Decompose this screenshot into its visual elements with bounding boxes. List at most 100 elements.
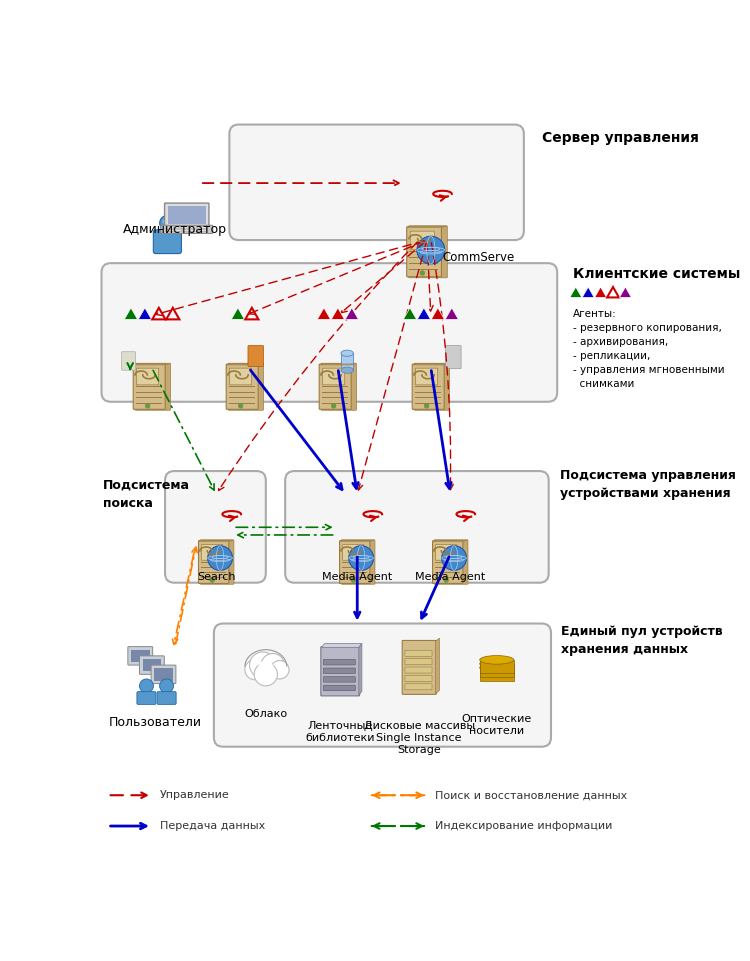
Circle shape [210, 578, 214, 582]
FancyBboxPatch shape [101, 263, 557, 402]
FancyBboxPatch shape [340, 541, 370, 583]
Polygon shape [404, 308, 416, 319]
Text: Search: Search [197, 573, 236, 582]
Circle shape [271, 660, 289, 679]
FancyBboxPatch shape [165, 229, 173, 232]
Circle shape [444, 578, 448, 582]
Polygon shape [570, 287, 582, 297]
FancyBboxPatch shape [405, 676, 432, 681]
FancyBboxPatch shape [406, 227, 442, 277]
FancyBboxPatch shape [341, 540, 375, 584]
Circle shape [250, 652, 276, 678]
Polygon shape [436, 638, 439, 694]
Text: Media Agent: Media Agent [416, 573, 485, 582]
Text: Администратор: Администратор [123, 223, 227, 235]
Polygon shape [446, 308, 458, 319]
FancyBboxPatch shape [131, 650, 149, 662]
FancyBboxPatch shape [182, 227, 190, 229]
FancyBboxPatch shape [414, 363, 449, 410]
Circle shape [258, 660, 274, 676]
Polygon shape [231, 308, 244, 319]
Circle shape [160, 679, 173, 693]
FancyBboxPatch shape [321, 647, 359, 696]
Ellipse shape [480, 659, 514, 668]
Polygon shape [431, 308, 445, 319]
Text: Единый пул устройств
хранения данных: Единый пул устройств хранения данных [561, 625, 723, 656]
Text: Клиентские системы: Клиентские системы [573, 267, 740, 281]
Circle shape [424, 404, 429, 408]
Text: Сервер управления: Сервер управления [542, 132, 698, 145]
Circle shape [238, 404, 243, 408]
Text: Оптические
носители: Оптические носители [461, 714, 532, 736]
Text: Дисковые массивы
Single Instance
Storage: Дисковые массивы Single Instance Storage [364, 722, 475, 754]
FancyBboxPatch shape [323, 685, 356, 691]
FancyBboxPatch shape [323, 668, 356, 674]
FancyBboxPatch shape [228, 363, 263, 410]
Text: Облако: Облако [244, 709, 287, 720]
FancyBboxPatch shape [323, 659, 356, 665]
FancyBboxPatch shape [153, 230, 182, 254]
Polygon shape [332, 308, 344, 319]
Circle shape [420, 271, 424, 275]
FancyBboxPatch shape [174, 229, 182, 232]
Ellipse shape [480, 663, 514, 672]
Text: Агенты:
- резервного копирования,
- архивирования,
- репликации,
- управления мг: Агенты: - резервного копирования, - архи… [573, 309, 724, 389]
FancyBboxPatch shape [320, 364, 351, 409]
Polygon shape [124, 308, 137, 319]
Text: Ленточные
библиотеки: Ленточные библиотеки [305, 722, 375, 743]
FancyBboxPatch shape [142, 659, 161, 672]
Circle shape [332, 404, 336, 408]
Ellipse shape [341, 350, 353, 357]
FancyBboxPatch shape [165, 471, 266, 582]
FancyBboxPatch shape [128, 647, 153, 665]
FancyBboxPatch shape [230, 368, 252, 384]
FancyBboxPatch shape [200, 229, 208, 232]
FancyBboxPatch shape [405, 651, 432, 656]
Text: Подсистема управления
устройствами хранения: Подсистема управления устройствами хране… [560, 469, 736, 501]
Ellipse shape [480, 655, 514, 664]
FancyBboxPatch shape [480, 668, 514, 680]
FancyBboxPatch shape [480, 660, 514, 673]
FancyBboxPatch shape [446, 346, 461, 369]
FancyBboxPatch shape [434, 540, 468, 584]
FancyBboxPatch shape [151, 665, 176, 683]
FancyBboxPatch shape [433, 541, 463, 583]
FancyBboxPatch shape [134, 364, 165, 409]
Circle shape [261, 653, 284, 677]
FancyBboxPatch shape [405, 667, 432, 673]
FancyBboxPatch shape [136, 368, 159, 384]
FancyBboxPatch shape [405, 684, 432, 690]
Text: Индексирование информации: Индексирование информации [435, 821, 612, 831]
FancyBboxPatch shape [190, 229, 199, 232]
FancyBboxPatch shape [157, 692, 176, 704]
FancyBboxPatch shape [182, 229, 190, 232]
FancyBboxPatch shape [190, 227, 199, 229]
FancyBboxPatch shape [413, 364, 444, 409]
Circle shape [254, 663, 278, 686]
Circle shape [351, 578, 355, 582]
Polygon shape [595, 287, 607, 297]
Polygon shape [138, 308, 152, 319]
FancyBboxPatch shape [140, 655, 164, 675]
Circle shape [417, 236, 445, 264]
Polygon shape [417, 308, 430, 319]
FancyBboxPatch shape [226, 364, 258, 409]
FancyBboxPatch shape [285, 471, 549, 582]
FancyBboxPatch shape [410, 232, 434, 250]
Text: Управление: Управление [160, 790, 230, 801]
Polygon shape [322, 644, 362, 648]
FancyBboxPatch shape [200, 540, 234, 584]
Polygon shape [582, 287, 594, 297]
FancyBboxPatch shape [160, 225, 213, 234]
Circle shape [208, 546, 232, 571]
Text: Пользователи: Пользователи [110, 716, 202, 728]
Polygon shape [345, 308, 358, 319]
Circle shape [442, 546, 466, 571]
Polygon shape [317, 308, 331, 319]
FancyBboxPatch shape [230, 125, 524, 240]
Text: Поиск и восстановление данных: Поиск и восстановление данных [435, 790, 627, 801]
FancyBboxPatch shape [199, 541, 229, 583]
FancyBboxPatch shape [416, 368, 438, 384]
FancyBboxPatch shape [343, 545, 364, 560]
FancyBboxPatch shape [480, 664, 514, 677]
